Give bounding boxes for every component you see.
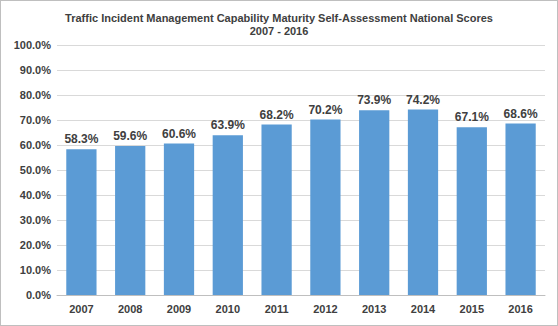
svg-text:74.2%: 74.2% <box>406 93 440 107</box>
svg-text:70.0%: 70.0% <box>20 114 51 126</box>
svg-text:60.0%: 60.0% <box>20 139 51 151</box>
svg-text:90.0%: 90.0% <box>20 64 51 76</box>
svg-text:100.0%: 100.0% <box>14 39 52 51</box>
svg-text:20.0%: 20.0% <box>20 239 51 251</box>
svg-text:2010: 2010 <box>216 303 240 315</box>
svg-text:58.3%: 58.3% <box>64 132 98 146</box>
svg-text:63.9%: 63.9% <box>211 118 245 132</box>
svg-text:68.2%: 68.2% <box>260 108 294 122</box>
svg-text:2015: 2015 <box>460 303 484 315</box>
svg-text:Traffic Incident Management Ca: Traffic Incident Management Capability M… <box>65 12 493 24</box>
svg-text:2016: 2016 <box>508 303 532 315</box>
svg-text:50.0%: 50.0% <box>20 164 51 176</box>
svg-text:2012: 2012 <box>313 303 337 315</box>
svg-text:59.6%: 59.6% <box>113 129 147 143</box>
svg-text:2014: 2014 <box>411 303 436 315</box>
svg-text:2009: 2009 <box>167 303 191 315</box>
svg-text:68.6%: 68.6% <box>504 107 538 121</box>
svg-text:40.0%: 40.0% <box>20 189 51 201</box>
svg-text:67.1%: 67.1% <box>455 110 489 124</box>
svg-text:2011: 2011 <box>265 303 289 315</box>
svg-text:80.0%: 80.0% <box>20 89 51 101</box>
svg-text:2013: 2013 <box>362 303 386 315</box>
svg-text:60.6%: 60.6% <box>162 127 196 141</box>
svg-text:2007 - 2016: 2007 - 2016 <box>250 25 309 37</box>
svg-text:0.0%: 0.0% <box>26 289 51 301</box>
svg-text:10.0%: 10.0% <box>20 264 51 276</box>
svg-text:2008: 2008 <box>118 303 142 315</box>
svg-text:70.2%: 70.2% <box>308 103 342 117</box>
svg-text:2007: 2007 <box>69 303 93 315</box>
svg-text:73.9%: 73.9% <box>357 93 391 107</box>
svg-text:30.0%: 30.0% <box>20 214 51 226</box>
